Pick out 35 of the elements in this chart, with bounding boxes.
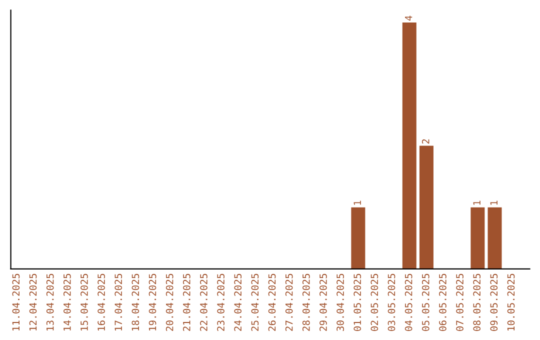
x-tick-label: 22.04.2025 — [200, 274, 208, 331]
x-tick-label: 20.04.2025 — [166, 274, 174, 331]
x-tick-label: 18.04.2025 — [132, 274, 140, 330]
x-tick-label: 04.05.2025 — [404, 274, 412, 332]
x-tick-label: 06.05.2025 — [439, 274, 446, 332]
x-tick-label: 05.05.2025 — [422, 274, 430, 332]
x-tick-label: 10.05.2025 — [507, 274, 515, 330]
x-tick-label: 09.05.2025 — [490, 274, 498, 332]
x-tick-label: 07.05.2025 — [456, 274, 464, 332]
x-tick-label: 15.04.2025 — [80, 274, 88, 330]
data-label: 1 — [490, 200, 498, 205]
x-tick-label: 30.04.2025 — [336, 274, 344, 331]
x-tick-label: 24.04.2025 — [234, 274, 242, 331]
x-tick-label: 13.04.2025 — [46, 274, 54, 330]
x-tick-label: 11.04.2025 — [12, 274, 20, 330]
x-tick-label: 19.04.2025 — [148, 274, 156, 330]
x-tick-label: 16.04.2025 — [98, 274, 105, 330]
x-tick-label: 17.04.2025 — [114, 274, 122, 330]
data-label: 4 — [405, 16, 412, 21]
x-tick-label: 14.04.2025 — [63, 274, 71, 330]
x-tick-label: 28.04.2025 — [302, 274, 310, 331]
x-tick-label: 08.05.2025 — [473, 274, 481, 332]
x-tick-label: 21.04.2025 — [182, 274, 190, 331]
x-tick-label: 27.04.2025 — [285, 274, 293, 331]
x-tick-label: 29.04.2025 — [320, 274, 327, 331]
x-tick-label: 02.05.2025 — [370, 274, 378, 332]
x-tick-label: 23.04.2025 — [217, 274, 224, 331]
x-tick-label: 26.04.2025 — [268, 274, 276, 331]
x-tick-label: 01.05.2025 — [354, 274, 362, 332]
data-label: 1 — [354, 200, 361, 205]
x-tick-label: 25.04.2025 — [251, 274, 259, 331]
data-label: 1 — [473, 200, 480, 205]
data-label: 2 — [422, 139, 430, 144]
x-tick-label: 03.05.2025 — [388, 274, 396, 332]
x-tick-label: 12.04.2025 — [29, 274, 37, 330]
